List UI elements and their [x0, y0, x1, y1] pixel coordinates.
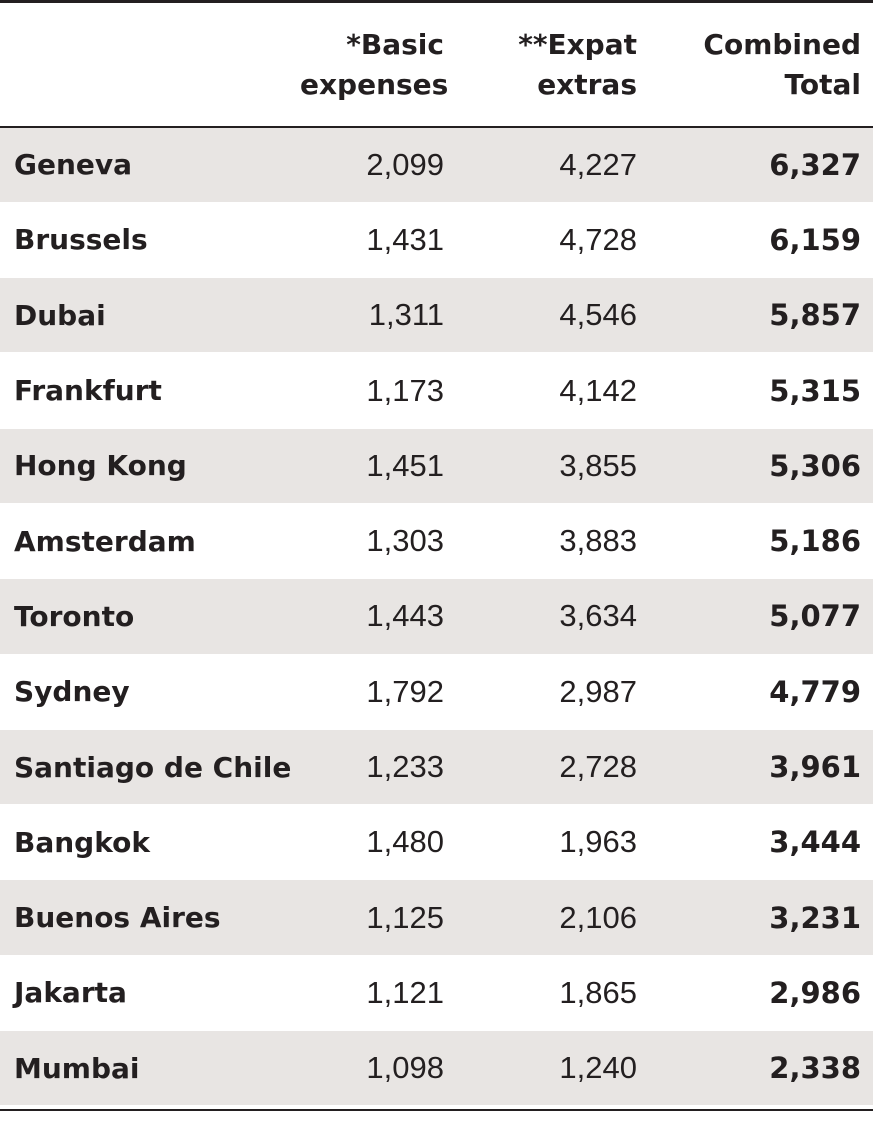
- table-row: Geneva 2,099 4,227 6,327: [0, 127, 873, 203]
- table-row: Bangkok 1,480 1,963 3,444: [0, 804, 873, 881]
- basic-expenses-cell: 1,431: [300, 202, 450, 279]
- expat-extras-cell: 1,963: [450, 804, 645, 881]
- header-basic-line1: *Basic: [346, 27, 444, 61]
- combined-total-cell: 5,306: [645, 428, 873, 504]
- combined-total-cell: 5,186: [645, 503, 873, 580]
- basic-expenses-cell: 2,099: [300, 127, 450, 203]
- header-row: *Basic expenses **Expat extras Combined …: [0, 3, 873, 128]
- header-city: [0, 3, 300, 128]
- combined-total-cell: 5,315: [645, 352, 873, 429]
- table-row: Toronto 1,443 3,634 5,077: [0, 578, 873, 655]
- basic-expenses-cell: 1,303: [300, 503, 450, 580]
- expat-extras-cell: 3,634: [450, 578, 645, 655]
- basic-expenses-cell: 1,311: [300, 277, 450, 354]
- city-cell: Santiago de Chile: [0, 729, 300, 806]
- header-total-line1: Combined: [703, 27, 861, 61]
- city-cell: Brussels: [0, 202, 300, 279]
- expat-extras-cell: 1,240: [450, 1030, 645, 1107]
- basic-expenses-cell: 1,792: [300, 654, 450, 730]
- header-combined-total: Combined Total: [645, 3, 873, 128]
- table-row: Jakarta 1,121 1,865 2,986: [0, 955, 873, 1032]
- table-row: Santiago de Chile 1,233 2,728 3,961: [0, 729, 873, 806]
- table-row: Sydney 1,792 2,987 4,779: [0, 654, 873, 730]
- expat-extras-cell: 4,142: [450, 352, 645, 429]
- table-row: Buenos Aires 1,125 2,106 3,231: [0, 879, 873, 956]
- table-row: Dubai 1,311 4,546 5,857: [0, 277, 873, 354]
- basic-expenses-cell: 1,098: [300, 1030, 450, 1107]
- expat-extras-cell: 4,546: [450, 277, 645, 354]
- city-cell: Mumbai: [0, 1030, 300, 1107]
- combined-total-cell: 6,327: [645, 127, 873, 203]
- city-cell: Bangkok: [0, 804, 300, 881]
- basic-expenses-cell: 1,443: [300, 578, 450, 655]
- city-cell: Frankfurt: [0, 352, 300, 429]
- expat-extras-cell: 2,106: [450, 879, 645, 956]
- table-row: Amsterdam 1,303 3,883 5,186: [0, 503, 873, 580]
- basic-expenses-cell: 1,233: [300, 729, 450, 806]
- combined-total-cell: 2,986: [645, 955, 873, 1032]
- basic-expenses-cell: 1,480: [300, 804, 450, 881]
- expat-extras-cell: 3,883: [450, 503, 645, 580]
- basic-expenses-cell: 1,173: [300, 352, 450, 429]
- expat-extras-cell: 4,227: [450, 127, 645, 203]
- header-expat-line2: extras: [537, 67, 637, 101]
- expat-extras-cell: 2,728: [450, 729, 645, 806]
- table-body: Geneva 2,099 4,227 6,327 Brussels 1,431 4,728 6…: [0, 127, 873, 1107]
- header-total-line2: Total: [784, 67, 862, 101]
- combined-total-cell: 5,077: [645, 578, 873, 655]
- city-cell: Sydney: [0, 654, 300, 730]
- header-expat-extras: **Expat extras: [450, 3, 645, 128]
- header-basic-line2: expenses: [300, 67, 449, 101]
- city-cell: Dubai: [0, 277, 300, 354]
- combined-total-cell: 5,857: [645, 277, 873, 354]
- city-cell: Geneva: [0, 127, 300, 203]
- expat-extras-cell: 4,728: [450, 202, 645, 279]
- combined-total-cell: 3,961: [645, 729, 873, 806]
- combined-total-cell: 3,444: [645, 804, 873, 881]
- city-cell: Jakarta: [0, 955, 300, 1032]
- top-rule: [0, 0, 873, 3]
- table-row: Mumbai 1,098 1,240 2,338: [0, 1030, 873, 1107]
- combined-total-cell: 6,159: [645, 202, 873, 279]
- city-cell: Hong Kong: [0, 428, 300, 504]
- city-cell: Buenos Aires: [0, 879, 300, 956]
- bottom-rule: [0, 1109, 873, 1111]
- expat-extras-cell: 2,987: [450, 654, 645, 730]
- basic-expenses-cell: 1,121: [300, 955, 450, 1032]
- table-row: Frankfurt 1,173 4,142 5,315: [0, 352, 873, 429]
- header-basic-expenses: *Basic expenses: [300, 3, 450, 128]
- city-cell: Toronto: [0, 578, 300, 655]
- table-row: Brussels 1,431 4,728 6,159: [0, 202, 873, 279]
- city-cell: Amsterdam: [0, 503, 300, 580]
- basic-expenses-cell: 1,125: [300, 879, 450, 956]
- basic-expenses-cell: 1,451: [300, 428, 450, 504]
- cost-comparison-table: *Basic expenses **Expat extras Combined …: [0, 3, 873, 1107]
- combined-total-cell: 2,338: [645, 1030, 873, 1107]
- expat-extras-cell: 1,865: [450, 955, 645, 1032]
- table-row: Hong Kong 1,451 3,855 5,306: [0, 428, 873, 504]
- expat-extras-cell: 3,855: [450, 428, 645, 504]
- header-expat-line1: **Expat: [518, 27, 637, 61]
- combined-total-cell: 4,779: [645, 654, 873, 730]
- combined-total-cell: 3,231: [645, 879, 873, 956]
